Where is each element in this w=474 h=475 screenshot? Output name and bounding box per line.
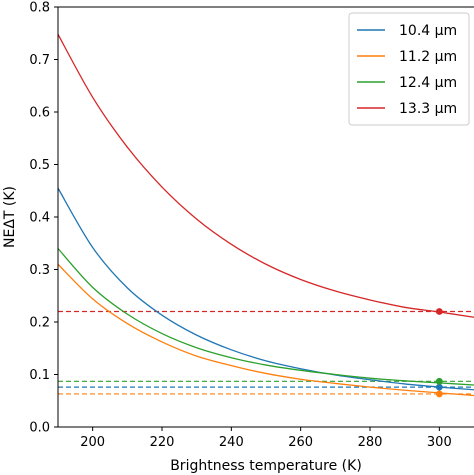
- series-line: [57, 187, 474, 391]
- series-markers: [435, 308, 443, 398]
- x-tick-label: 300: [427, 435, 452, 450]
- legend-label: 11.2 µm: [399, 49, 457, 65]
- y-tick-label: 0.0: [29, 421, 50, 436]
- series-lines: [57, 33, 474, 397]
- y-tick-label: 0.1: [29, 368, 50, 383]
- y-tick-label: 0.6: [29, 106, 50, 121]
- y-axis-label: NEΔT (K): [2, 186, 18, 248]
- series-marker: [435, 390, 443, 398]
- x-tick-label: 200: [80, 435, 105, 450]
- legend-label: 12.4 µm: [399, 75, 457, 91]
- legend: 10.4 µm 11.2 µm 12.4 µm 13.3 µm: [348, 12, 470, 126]
- y-axis-ticks: 0.0 0.1 0.2 0.3 0.4 0.5 0.6 0.7 0.8: [29, 1, 58, 436]
- series-line: [57, 263, 474, 397]
- y-tick-label: 0.3: [29, 263, 50, 278]
- series-line: [57, 248, 474, 386]
- series-marker: [435, 383, 443, 391]
- x-tick-label: 240: [219, 435, 244, 450]
- x-axis-ticks: 200 220 240 260 280 300: [80, 427, 452, 450]
- series-line: [57, 33, 474, 318]
- legend-label: 13.3 µm: [399, 101, 457, 117]
- x-tick-label: 260: [288, 435, 313, 450]
- y-tick-label: 0.4: [29, 211, 50, 226]
- series-marker: [435, 308, 443, 315]
- x-tick-label: 220: [150, 435, 175, 450]
- x-axis-label: Brightness temperature (K): [170, 458, 362, 474]
- y-tick-label: 0.8: [29, 1, 50, 16]
- y-tick-label: 0.5: [29, 158, 50, 173]
- x-tick-label: 280: [358, 435, 383, 450]
- y-tick-label: 0.2: [29, 316, 50, 331]
- legend-box: [348, 12, 470, 126]
- series-marker: [435, 377, 443, 385]
- y-tick-label: 0.7: [29, 53, 50, 68]
- legend-label: 10.4 µm: [399, 23, 457, 39]
